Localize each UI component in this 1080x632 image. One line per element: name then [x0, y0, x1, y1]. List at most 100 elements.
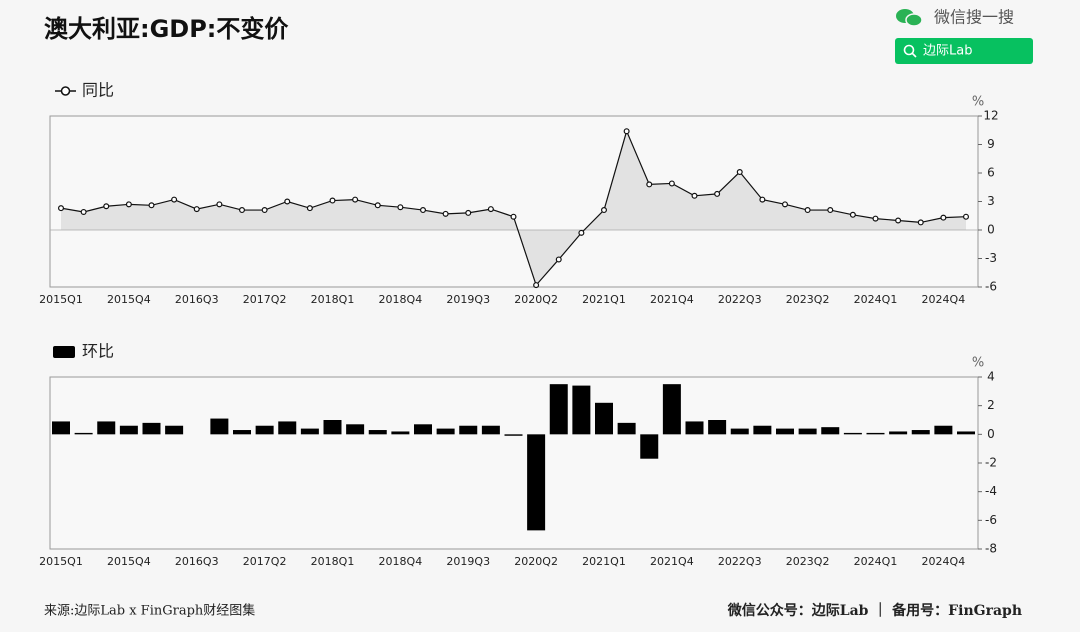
point: [781, 201, 788, 208]
y-unit: %: [972, 356, 984, 371]
point: [306, 205, 313, 212]
point: [940, 214, 947, 221]
x-tick-label: 2018Q4: [379, 293, 423, 306]
page-title: 澳大利亚:GDP:不变价: [44, 15, 289, 43]
search-icon: [903, 44, 915, 56]
bar: [414, 424, 432, 435]
point: [329, 197, 336, 204]
point: [736, 169, 743, 176]
x-tick-label: 2019Q3: [446, 293, 490, 306]
bar: [323, 420, 342, 435]
bar: [821, 427, 840, 435]
point: [533, 282, 540, 289]
footer-account: 微信公众号：边际Lab ｜ 备用号：FinGraph: [727, 602, 1022, 619]
y-tick-label: 2: [987, 398, 995, 412]
point: [849, 211, 856, 218]
x-tick-label: 2020Q2: [514, 555, 558, 568]
point: [872, 215, 879, 222]
bar: [572, 385, 591, 435]
bar: [52, 421, 70, 435]
point: [487, 206, 494, 213]
bar: [730, 428, 749, 435]
point: [555, 256, 562, 263]
y-tick-label: 12: [983, 109, 998, 123]
x-tick-label: 2018Q1: [311, 555, 355, 568]
plot-area: [49, 115, 979, 288]
point: [804, 207, 811, 214]
x-tick-label: 2021Q4: [650, 555, 694, 568]
bar: [753, 425, 772, 435]
x-tick-label: 2016Q3: [175, 293, 219, 306]
area: [61, 131, 966, 286]
x-tick-label: 2015Q1: [39, 555, 83, 568]
bar: [74, 432, 93, 435]
legend-label: 环比: [82, 342, 114, 361]
y-tick-label: 4: [987, 370, 995, 384]
x-tick-label: 2015Q4: [107, 555, 151, 568]
bar: [685, 421, 704, 435]
point: [125, 201, 132, 208]
bar: [549, 384, 568, 435]
legend-swatch: [53, 346, 75, 358]
point: [80, 208, 87, 215]
point: [284, 198, 291, 205]
bar: [889, 431, 908, 435]
bar: [300, 428, 319, 435]
bar: [233, 430, 251, 435]
x-tick-label: 2023Q2: [786, 555, 830, 568]
bar: [662, 384, 681, 435]
x-tick-label: 2016Q3: [175, 555, 219, 568]
search-button[interactable]: [895, 38, 1033, 64]
point: [714, 190, 721, 197]
point: [193, 206, 200, 213]
bar: [459, 425, 478, 435]
search-label: 微信搜一搜: [934, 8, 1014, 27]
point: [239, 207, 246, 214]
bar: [391, 431, 410, 435]
y-tick-label: -6: [985, 280, 997, 294]
point: [962, 213, 969, 220]
x-tick-label: 2015Q1: [39, 293, 83, 306]
point: [510, 213, 517, 220]
bar: [617, 422, 636, 435]
bar: [481, 425, 500, 435]
x-tick-label: 2018Q1: [311, 293, 355, 306]
bar: [255, 425, 274, 435]
point: [57, 205, 64, 212]
point: [216, 201, 223, 208]
legend-marker: [60, 86, 71, 96]
x-tick-label: 2022Q3: [718, 555, 762, 568]
x-tick-label: 2020Q2: [514, 293, 558, 306]
bar: [504, 434, 523, 436]
bar: [798, 428, 817, 435]
y-tick-label: 9: [987, 137, 995, 151]
y-tick-label: -2: [985, 456, 997, 470]
point: [171, 196, 178, 203]
point: [895, 217, 902, 224]
point: [646, 181, 653, 188]
x-tick-label: 2024Q1: [854, 555, 898, 568]
bar: [346, 424, 365, 435]
bar: [119, 425, 138, 435]
footer-source: 来源:边际Lab x FinGraph财经图集: [44, 603, 255, 619]
point: [465, 209, 472, 216]
x-tick-label: 2021Q1: [582, 555, 626, 568]
y-tick-label: 0: [987, 427, 995, 441]
bar: [595, 402, 613, 435]
y-tick-label: 6: [987, 166, 995, 180]
x-tick-label: 2015Q4: [107, 293, 151, 306]
point: [148, 202, 155, 209]
bar: [640, 434, 659, 459]
x-tick-label: 2019Q3: [446, 555, 490, 568]
bar: [934, 425, 953, 435]
point: [420, 207, 427, 214]
legend-label: 同比: [82, 81, 114, 100]
bar: [843, 432, 862, 435]
plot-area: [49, 376, 979, 550]
x-tick-label: 2017Q2: [243, 293, 287, 306]
search-button-label: 边际Lab: [923, 44, 972, 59]
x-tick-label: 2022Q3: [718, 293, 762, 306]
y-tick-label: -6: [985, 513, 997, 527]
point: [827, 207, 834, 214]
